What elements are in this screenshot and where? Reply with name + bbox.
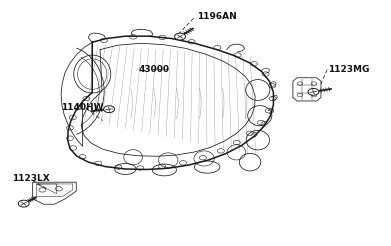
Text: 1196AN: 1196AN xyxy=(197,12,237,21)
Circle shape xyxy=(175,33,185,40)
Circle shape xyxy=(104,106,115,113)
Text: 1140HW: 1140HW xyxy=(61,103,104,112)
Text: 43000: 43000 xyxy=(139,65,170,74)
Circle shape xyxy=(18,200,29,207)
Text: 1123LX: 1123LX xyxy=(12,173,49,183)
Circle shape xyxy=(308,88,319,95)
Text: 1123MG: 1123MG xyxy=(328,65,369,74)
